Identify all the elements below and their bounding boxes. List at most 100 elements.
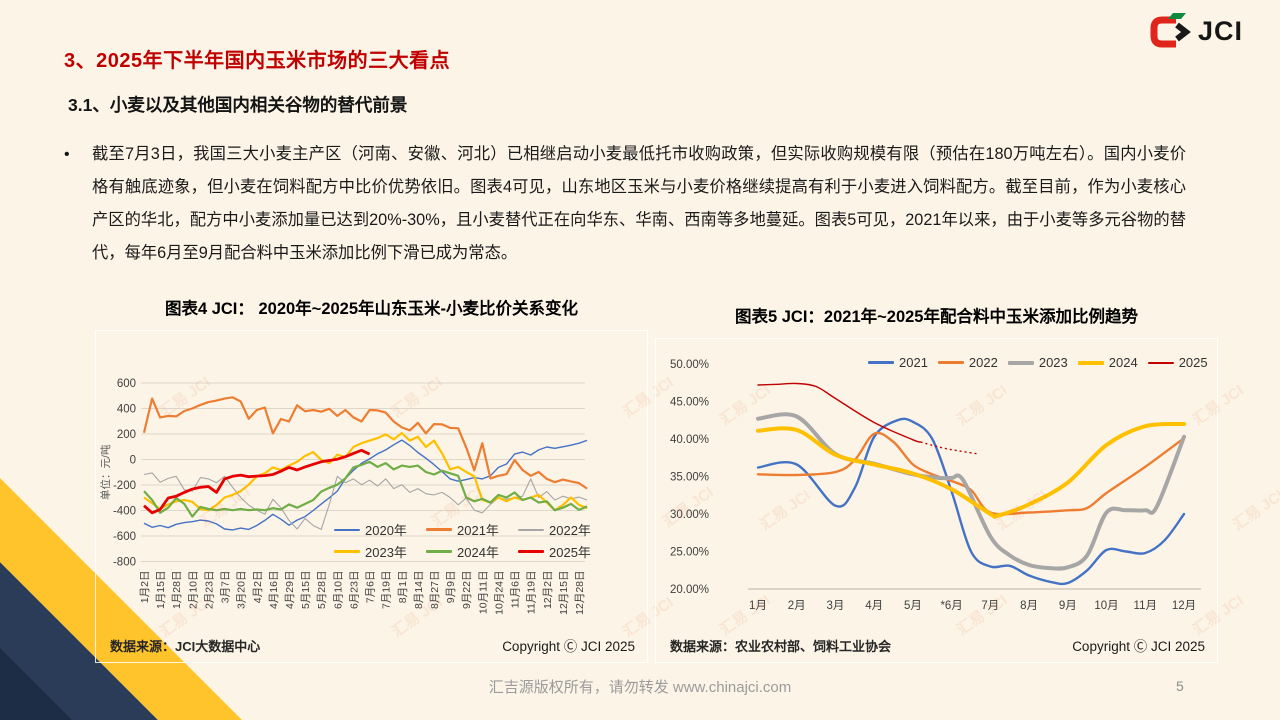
legend-swatch <box>334 550 360 553</box>
x-tick-label: 10月24日 <box>493 571 505 615</box>
line-2025年 <box>143 448 371 515</box>
y-tick-label: 600 <box>117 378 136 390</box>
x-tick-label: 4月 <box>865 600 883 612</box>
chart4-title: 图表4 JCI： 2020年~2025年山东玉米-小麦比价关系变化 <box>164 300 579 318</box>
y-tick-label: 400 <box>117 404 136 416</box>
legend-swatch <box>518 528 544 531</box>
line-2024年 <box>143 460 588 518</box>
chart4-copyright: Copyright Ⓒ JCI 2025 <box>502 639 635 654</box>
y-tick-label: 50.00% <box>670 359 709 371</box>
legend-label: 2025 <box>1178 355 1208 370</box>
legend-label: 2024年 <box>457 545 499 560</box>
x-tick-label: 8月14日 <box>413 571 425 610</box>
bullet-text: 截至7月3日，我国三大小麦主产区（河南、安徽、河北）已相继启动小麦最低托市收购政… <box>92 145 1186 262</box>
x-tick-label: 10月11日 <box>477 571 489 615</box>
chart4-plot: 600 400 200 0 -200 -400 -600 -800 单位：元/吨 1月2日 1月15… <box>99 378 588 615</box>
legend-item-2024: 2024 <box>1077 355 1138 370</box>
x-tick-label: 9月 <box>1059 600 1077 612</box>
x-tick-label: 1月28日 <box>171 571 183 610</box>
legend-swatch <box>426 550 452 553</box>
legend-swatch <box>1147 361 1174 364</box>
line-2024 <box>756 421 1186 519</box>
chart5-card: 50.00% 45.00% 40.00% 35.00% 30.00% 25.00% 20.0… <box>655 338 1280 663</box>
x-tick-label: 1月2日 <box>139 571 151 604</box>
legend-item-2025: 2025 <box>1147 355 1208 370</box>
legend-label: 2022年 <box>549 523 591 538</box>
section-subtitle: 3.1、小麦以及其他国内相关谷物的替代前景 <box>68 95 408 115</box>
x-tick-label: 2月23日 <box>203 571 215 610</box>
x-tick-label: 4月2日 <box>252 571 264 604</box>
x-tick-label: 12月15日 <box>558 571 570 615</box>
line-2020年 <box>143 439 588 531</box>
page-title: 3、2025年下半年国内玉米市场的三大看点 <box>64 50 451 72</box>
chart4-source: 数据来源：JCI大数据中心 <box>110 639 261 654</box>
logo-text: JCI <box>1198 15 1244 46</box>
chart5-legend: 2021 2022 2023 2024 2025 <box>868 355 1208 370</box>
jci-watermark: 汇易 JCI <box>1229 486 1280 534</box>
y-axis-title: 单位：元/吨 <box>99 444 112 500</box>
legend-swatch <box>937 361 964 364</box>
logo-black-chevron <box>1175 22 1191 42</box>
x-tick-label: 2月10日 <box>187 571 199 610</box>
x-tick-label: 2月 <box>788 600 806 612</box>
x-tick-label: 4月29日 <box>284 571 296 610</box>
y-tick-label: 45.00% <box>670 397 709 409</box>
legend-label: 2020年 <box>365 523 407 538</box>
x-tick-label: 10月 <box>1094 600 1118 612</box>
y-tick-label: 200 <box>117 429 136 441</box>
x-tick-label: 4月16日 <box>268 571 280 610</box>
legend-swatch <box>1077 360 1104 365</box>
bullet-paragraph: • 截至7月3日，我国三大小麦主产区（河南、安徽、河北）已相继启动小麦最低托市收… <box>64 138 1186 270</box>
jci-logo: JCI <box>1146 12 1243 50</box>
line-2022 <box>756 431 1186 516</box>
chart5-title: 图表5 JCI：2021年~2025年配合料中玉米添加比例趋势 <box>735 308 1138 326</box>
x-tick-label: 1月15日 <box>155 571 167 610</box>
x-tick-label: 12月 <box>1172 600 1196 612</box>
logo-red-bracket <box>1150 16 1176 48</box>
legend-item-2023年: 2023年 <box>334 542 426 561</box>
line-2021年 <box>142 396 588 490</box>
y-tick-label: -400 <box>113 506 136 518</box>
chart4-legend: 2020年 2021年 2022年 2023年 2024年 2025年 <box>334 520 610 561</box>
logo-green-accent <box>1168 13 1186 19</box>
chart5-source: 数据来源：农业农村部、饲料工业协会 <box>670 639 892 654</box>
x-tick-label: 3月20日 <box>236 571 248 610</box>
x-tick-label: 5月28日 <box>316 571 328 610</box>
legend-label: 2021 <box>899 355 928 370</box>
jci-logo-mark <box>1150 13 1191 48</box>
y-tick-label: 30.00% <box>670 509 709 521</box>
x-tick-label: 3月7日 <box>220 571 232 604</box>
y-tick-label: 25.00% <box>670 547 709 559</box>
x-tick-label: 1月 <box>749 600 767 612</box>
legend-item-2021: 2021 <box>868 355 928 370</box>
line-2021 <box>756 417 1186 586</box>
x-tick-label: 12月2日 <box>542 571 554 610</box>
legend-item-2022年: 2022年 <box>518 520 610 539</box>
legend-label: 2025年 <box>549 545 591 560</box>
line-2025 <box>757 382 922 443</box>
y-tick-label: 20.00% <box>670 584 709 596</box>
x-tick-label: 3月 <box>827 600 845 612</box>
legend-swatch <box>868 361 894 364</box>
legend-label: 2022 <box>968 355 998 370</box>
x-tick-label: 12月28日 <box>574 571 586 615</box>
legend-item-2025年: 2025年 <box>518 542 610 561</box>
x-tick-label: 7月 <box>981 600 999 612</box>
legend-swatch <box>426 528 452 531</box>
x-tick-label: 8月 <box>1020 600 1038 612</box>
y-tick-label: -800 <box>113 557 136 569</box>
y-tick-label: -600 <box>113 531 136 543</box>
legend-item-2020年: 2020年 <box>334 520 426 539</box>
x-tick-label: 6月10日 <box>332 571 344 610</box>
x-tick-label: 6月23日 <box>348 571 360 610</box>
legend-label: 2024 <box>1108 355 1138 370</box>
legend-swatch <box>334 528 360 531</box>
footer-disclaimer: 汇吉源版权所有，请勿转发 www.chinajci.com <box>488 679 792 696</box>
x-tick-label: 8月27日 <box>429 571 441 610</box>
chart4-card: 600 400 200 0 -200 -400 -600 -800 单位：元/吨 1月2日 1月15… <box>95 330 717 663</box>
x-tick-label: 5月 <box>904 600 922 612</box>
x-tick-label: 9月9日 <box>445 571 457 604</box>
legend-item-2024年: 2024年 <box>426 542 518 561</box>
x-tick-label: 8月1日 <box>397 571 409 604</box>
y-tick-label: -200 <box>113 480 136 492</box>
